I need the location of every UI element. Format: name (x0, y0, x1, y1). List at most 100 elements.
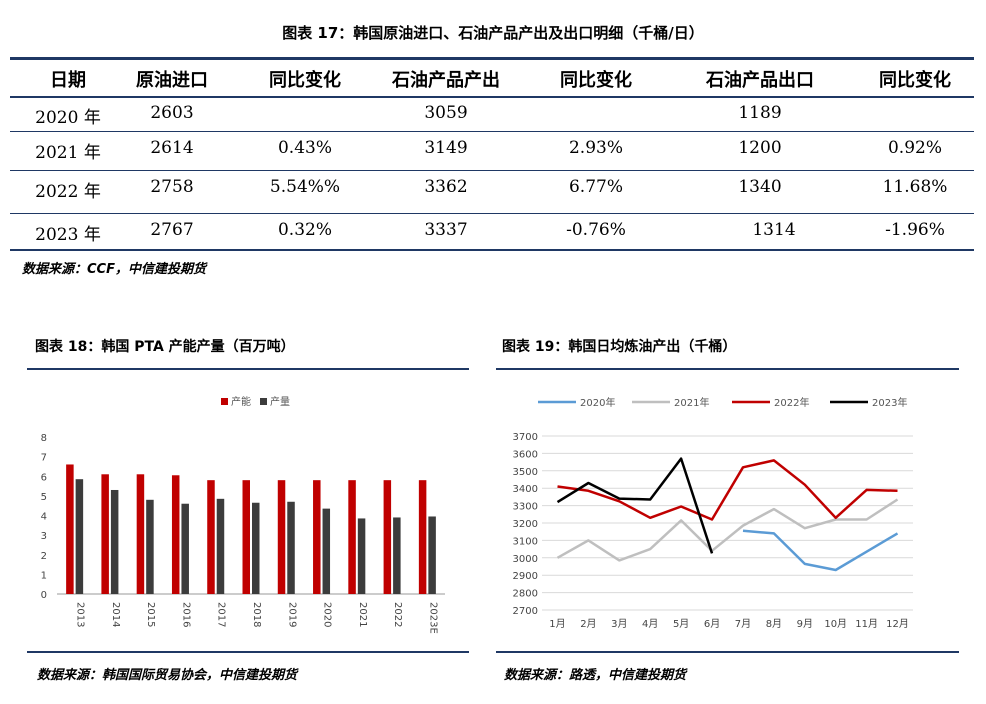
table-cell: 6.77% (568, 177, 624, 197)
bar-output (393, 517, 401, 594)
table-row-date: 2023 年 (35, 225, 101, 245)
table-row-divider (10, 213, 974, 214)
y-tick-label: 4 (41, 512, 47, 523)
table-title: 图表 17：韩国原油进口、石油产品产出及出口明细（千桶/日） (282, 24, 704, 42)
x-tick-label: 8月 (766, 618, 782, 630)
y-tick-label: 2900 (513, 571, 538, 582)
table-cell: -1.96% (885, 220, 945, 240)
bar-output (428, 516, 436, 594)
x-tick-label: 2021 (357, 602, 368, 627)
series-line-2023 (556, 457, 714, 554)
y-tick-label: 0 (41, 590, 47, 601)
bar-output (181, 503, 189, 594)
bar-capacity (383, 480, 392, 594)
bar-capacity (348, 480, 356, 594)
x-tick-label: 4月 (642, 618, 658, 630)
table-cell: -0.76% (566, 220, 626, 240)
x-tick-label: 2023E (427, 602, 438, 634)
x-tick-label: 3月 (611, 618, 627, 630)
x-tick-label: 2019 (286, 602, 297, 627)
y-tick-label: 3700 (513, 432, 538, 443)
table-cell: 1189 (738, 103, 782, 123)
x-tick-label: 2015 (145, 602, 156, 627)
table-bottom-rule (10, 249, 974, 251)
bar-capacity (207, 480, 215, 594)
bar-capacity (101, 474, 109, 594)
y-tick-label: 3500 (513, 467, 538, 478)
table-cell: 11.68% (882, 177, 948, 197)
x-tick-label: 2020 (322, 602, 333, 627)
table-cell: 2767 (150, 220, 194, 240)
chart18-title: 图表 18：韩国 PTA 产能产量（百万吨） (35, 339, 295, 355)
x-tick-label: 10月 (824, 618, 847, 630)
table-header-cell: 同比变化 (879, 70, 951, 91)
y-tick-label: 2 (41, 551, 47, 562)
table-header-cell: 原油进口 (136, 70, 208, 91)
table-header-cell: 日期 (50, 70, 86, 91)
y-tick-label: 5 (41, 492, 47, 503)
chart19-bottom-rule (496, 651, 959, 653)
legend-label: 2022年 (774, 396, 809, 409)
y-tick-label: 3300 (513, 502, 538, 513)
series-line-2021 (556, 498, 899, 562)
y-tick-label: 3400 (513, 484, 538, 495)
y-tick-label: 8 (41, 433, 47, 444)
legend-label: 2020年 (580, 396, 615, 409)
legend-label: 2021年 (674, 396, 709, 409)
x-tick-label: 2013 (75, 602, 86, 627)
bar-output (146, 499, 154, 594)
table-cell: 0.43% (277, 138, 333, 158)
legend-label: 2023年 (872, 396, 907, 409)
x-tick-label: 5月 (673, 618, 689, 630)
table-header-cell: 同比变化 (269, 70, 341, 91)
x-tick-label: 7月 (735, 618, 751, 630)
chart18-bottom-rule (27, 651, 469, 653)
bar-output (216, 498, 225, 594)
table-cell: 3059 (424, 103, 468, 123)
table-top-rule (10, 57, 974, 60)
bar-output (75, 479, 84, 594)
table-cell: 2758 (150, 177, 194, 197)
x-tick-label: 2018 (251, 602, 262, 627)
y-tick-label: 3 (41, 531, 47, 542)
x-tick-label: 2022 (392, 602, 403, 627)
x-tick-label: 2月 (580, 618, 596, 630)
chart19-title: 图表 19：韩国日均炼油产出（千桶） (502, 339, 737, 355)
bar-output (287, 501, 295, 594)
x-tick-label: 2014 (110, 602, 121, 627)
table-cell: 3362 (424, 177, 468, 197)
series-line-2022 (557, 459, 898, 521)
table-header-cell: 石油产品出口 (706, 70, 814, 91)
y-tick-label: 3600 (513, 449, 538, 460)
x-tick-label: 2017 (216, 602, 227, 627)
table-cell: 2614 (150, 138, 194, 158)
bar-capacity (277, 480, 286, 594)
table-cell: 0.92% (887, 138, 943, 158)
y-tick-label: 7 (41, 453, 47, 464)
bar-capacity (242, 480, 250, 594)
y-tick-label: 3000 (513, 554, 538, 565)
legend-label: 产量 (270, 395, 290, 408)
table-row-divider (10, 170, 974, 171)
chart18-top-rule (27, 368, 469, 370)
y-tick-label: 2800 (513, 589, 538, 600)
x-tick-label: 11月 (855, 618, 878, 630)
legend-swatch-capacity (221, 398, 228, 405)
table-cell: 3337 (424, 220, 468, 240)
table-row-date: 2022 年 (35, 182, 101, 202)
x-tick-label: 6月 (704, 618, 720, 630)
bar-output (110, 489, 119, 594)
table-cell: 2.93% (568, 138, 624, 158)
table-header-cell: 石油产品产出 (392, 70, 500, 91)
table-cell: 3149 (424, 138, 468, 158)
bar-capacity (136, 474, 145, 594)
chart19-top-rule (496, 368, 959, 370)
bar-output (322, 508, 331, 594)
table-cell: 0.32% (277, 220, 333, 240)
chart19-line-chart: 2700 2800 2900 3000 3100 3200 3300 3400 3500 3600… (513, 396, 913, 630)
y-tick-label: 3100 (513, 536, 538, 547)
table-cell: 1200 (738, 138, 782, 158)
bar-capacity (418, 480, 427, 594)
table-row-divider (10, 96, 974, 98)
table-cell: 1340 (738, 177, 782, 197)
